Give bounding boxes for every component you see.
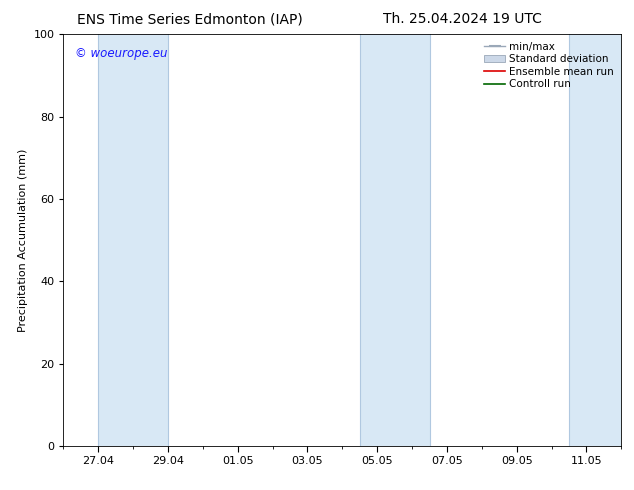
Text: Th. 25.04.2024 19 UTC: Th. 25.04.2024 19 UTC	[384, 12, 542, 26]
Bar	[98, 34, 168, 446]
Bar	[569, 34, 621, 446]
Text: ENS Time Series Edmonton (IAP): ENS Time Series Edmonton (IAP)	[77, 12, 303, 26]
Legend: min/max, Standard deviation, Ensemble mean run, Controll run: min/max, Standard deviation, Ensemble me…	[482, 40, 616, 92]
Bar	[359, 34, 429, 446]
Y-axis label: Precipitation Accumulation (mm): Precipitation Accumulation (mm)	[18, 148, 28, 332]
Text: © woeurope.eu: © woeurope.eu	[75, 47, 167, 60]
